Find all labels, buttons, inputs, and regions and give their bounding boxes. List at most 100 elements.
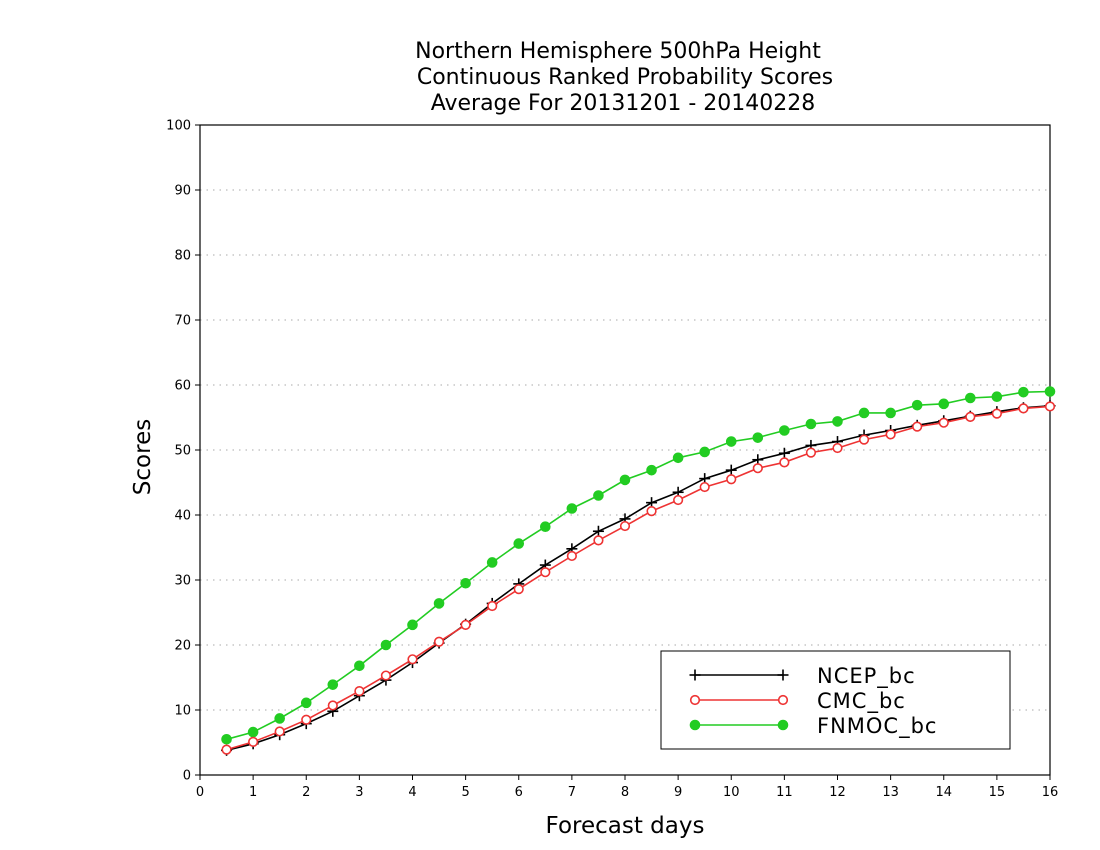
legend-marker xyxy=(689,669,701,681)
legend-label: FNMOC_bc xyxy=(817,714,937,739)
legend-marker xyxy=(689,719,701,731)
data-point-CMC_bc xyxy=(301,714,312,725)
legend-label: NCEP_bc xyxy=(817,664,916,689)
x-tick-label: 9 xyxy=(674,785,682,800)
x-tick-label: 3 xyxy=(355,785,363,800)
x-tick-label: 4 xyxy=(408,785,416,800)
data-point-FNMOC_bc xyxy=(858,407,870,419)
y-axis-ticks: 0 10 20 30 40 50 60 70 80 90 100 xyxy=(166,119,200,784)
data-point-CMC_bc xyxy=(646,506,657,517)
x-tick-label: 7 xyxy=(568,785,576,800)
data-point-CMC_bc xyxy=(487,600,498,612)
x-tick-label: 12 xyxy=(829,785,846,800)
data-point-FNMOC_bc xyxy=(221,733,232,745)
data-point-CMC_bc xyxy=(699,481,710,493)
data-point-CMC_bc xyxy=(221,744,232,755)
data-point-FNMOC_bc xyxy=(593,490,604,501)
data-point-FNMOC_bc xyxy=(407,619,418,631)
data-point-FNMOC_bc xyxy=(725,436,737,447)
data-point-NCEP_bc xyxy=(725,464,737,476)
data-series xyxy=(221,386,1056,756)
data-point-FNMOC_bc xyxy=(513,538,525,549)
data-point-CMC_bc xyxy=(1044,401,1056,412)
data-point-CMC_bc xyxy=(779,457,790,468)
data-point-CMC_bc xyxy=(858,434,870,445)
y-tick-label: 60 xyxy=(174,379,191,394)
legend-item-FNMOC_bc: FNMOC_bc xyxy=(689,714,937,739)
y-tick-label: 80 xyxy=(174,249,191,264)
data-point-NCEP_bc xyxy=(778,447,790,459)
data-point-FNMOC_bc xyxy=(1018,386,1029,398)
data-point-CMC_bc xyxy=(354,686,365,697)
data-point-CMC_bc xyxy=(274,726,285,737)
chart-title: Northern Hemisphere 500hPa Height Contin… xyxy=(415,39,833,116)
y-tick-label: 70 xyxy=(174,314,191,329)
legend-item-NCEP_bc: NCEP_bc xyxy=(689,664,916,689)
data-point-CMC_bc xyxy=(593,535,604,546)
data-point-FNMOC_bc xyxy=(965,392,976,404)
data-point-FNMOC_bc xyxy=(699,446,710,458)
data-point-CMC_bc xyxy=(832,442,843,454)
data-point-FNMOC_bc xyxy=(938,398,950,410)
data-point-CMC_bc xyxy=(1018,403,1029,414)
data-point-CMC_bc xyxy=(726,474,737,485)
data-point-FNMOC_bc xyxy=(327,679,339,690)
chart-title-line-1: Northern Hemisphere 500hPa Height xyxy=(415,39,821,64)
y-tick-label: 90 xyxy=(174,184,191,199)
data-point-CMC_bc xyxy=(327,700,338,711)
y-tick-label: 10 xyxy=(174,704,191,719)
data-point-CMC_bc xyxy=(991,408,1002,419)
chart-title-line-3: Average For 20131201 - 20140228 xyxy=(431,91,816,116)
data-point-CMC_bc xyxy=(566,550,577,562)
data-point-CMC_bc xyxy=(912,421,923,432)
data-point-FNMOC_bc xyxy=(752,432,764,443)
x-tick-label: 10 xyxy=(723,785,740,800)
data-point-FNMOC_bc xyxy=(566,503,578,514)
series-FNMOC_bc xyxy=(221,386,1056,745)
x-tick-label: 11 xyxy=(776,785,793,800)
data-point-FNMOC_bc xyxy=(672,452,684,464)
x-tick-label: 8 xyxy=(621,785,629,800)
data-point-FNMOC_bc xyxy=(991,391,1003,403)
data-point-FNMOC_bc xyxy=(540,521,551,533)
data-point-CMC_bc xyxy=(460,619,471,630)
legend-item-CMC_bc: CMC_bc xyxy=(689,689,906,714)
data-point-FNMOC_bc xyxy=(433,598,445,609)
data-point-FNMOC_bc xyxy=(354,660,365,672)
data-point-CMC_bc xyxy=(619,520,631,532)
data-point-FNMOC_bc xyxy=(380,639,392,651)
data-point-FNMOC_bc xyxy=(274,713,285,724)
data-point-CMC_bc xyxy=(805,447,817,458)
data-point-CMC_bc xyxy=(433,636,445,647)
data-point-CMC_bc xyxy=(380,670,392,681)
x-tick-label: 14 xyxy=(935,785,952,800)
data-point-CMC_bc xyxy=(407,654,418,665)
legend-marker xyxy=(777,669,789,681)
x-tick-label: 0 xyxy=(196,785,204,800)
legend-marker xyxy=(689,694,701,706)
x-tick-label: 16 xyxy=(1042,785,1059,800)
y-tick-label: 0 xyxy=(183,769,191,784)
data-point-CMC_bc xyxy=(938,417,949,428)
y-tick-label: 20 xyxy=(174,639,191,654)
data-point-FNMOC_bc xyxy=(646,464,657,476)
x-axis-ticks: 0 1 2 3 4 5 6 7 8 9 10 11 12 13 14 15 16 xyxy=(196,775,1058,800)
data-point-FNMOC_bc xyxy=(619,474,631,486)
legend-label: CMC_bc xyxy=(817,689,906,714)
data-point-FNMOC_bc xyxy=(885,407,896,419)
data-point-CMC_bc xyxy=(248,736,259,747)
x-tick-label: 15 xyxy=(989,785,1006,800)
x-axis-label: Forecast days xyxy=(546,813,705,839)
y-tick-label: 30 xyxy=(174,574,191,589)
chart-title-line-2: Continuous Ranked Probability Scores xyxy=(417,65,833,90)
data-point-FNMOC_bc xyxy=(832,416,843,427)
data-point-CMC_bc xyxy=(752,463,763,474)
y-tick-label: 40 xyxy=(174,509,191,524)
data-point-FNMOC_bc xyxy=(911,399,923,411)
gridlines xyxy=(200,189,1050,711)
data-point-CMC_bc xyxy=(965,411,976,422)
series-CMC_bc xyxy=(221,401,1056,755)
